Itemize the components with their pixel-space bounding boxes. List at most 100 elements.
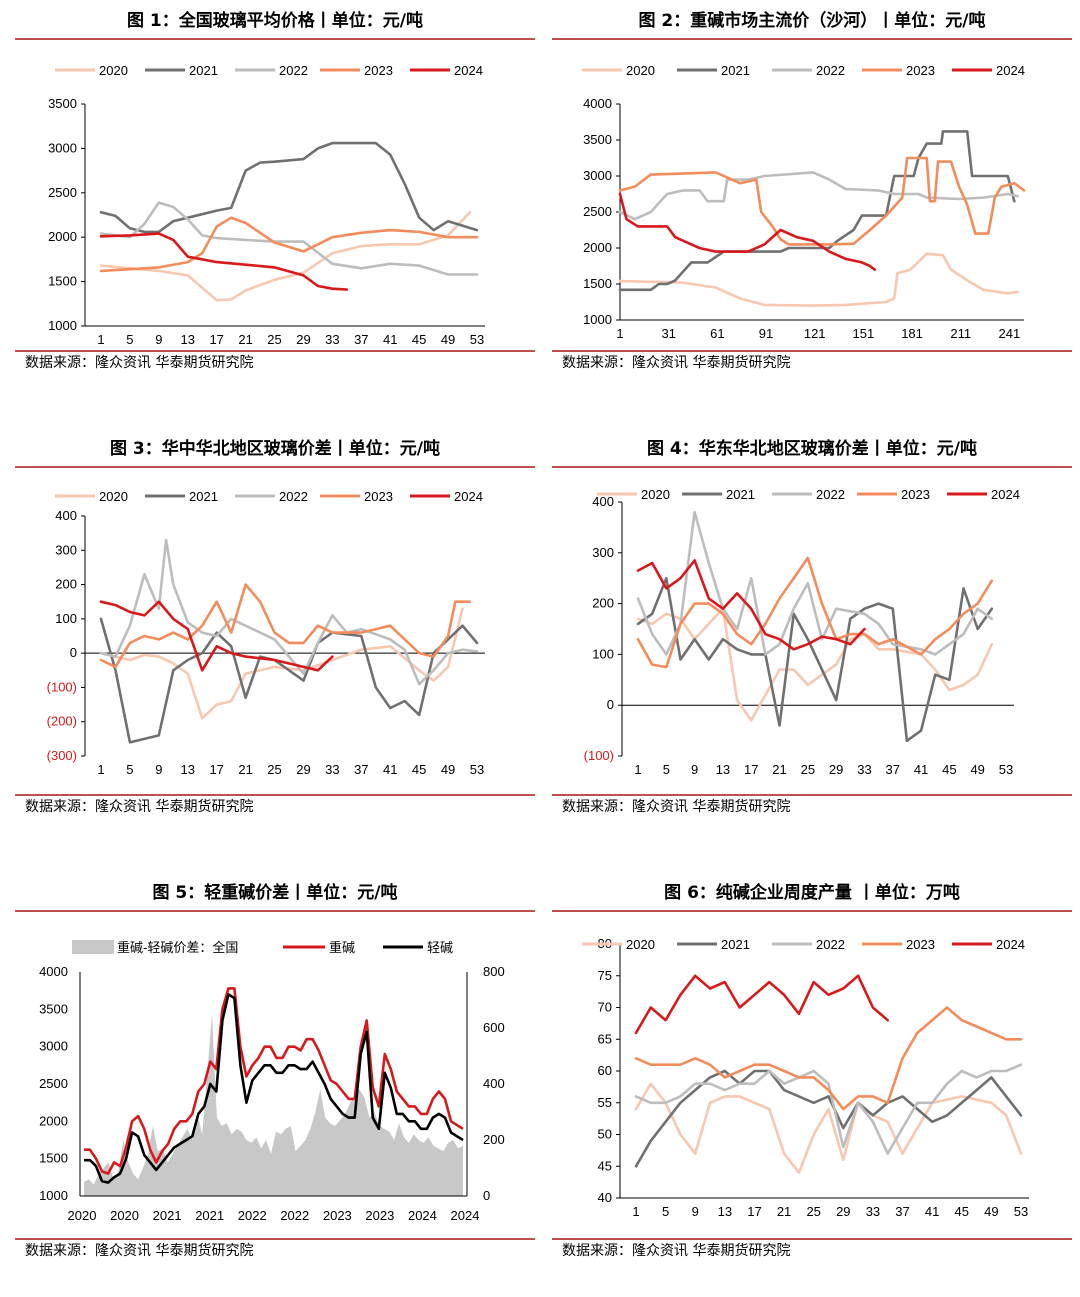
legend-label-light: 轻碱	[427, 940, 453, 955]
x-tick-label: 29	[296, 332, 310, 347]
x-tick-label: 25	[806, 1204, 820, 1219]
y-tick-label: 3500	[583, 132, 612, 147]
chart-3-svg: 400 300 200 100 0 (100) (200) (300) 1 5 9 13 17 21 25 2…	[47, 489, 485, 777]
source-note: 数据来源：隆众资讯 华泰期货研究院	[562, 1243, 791, 1259]
legend-label-2020: 2020	[99, 63, 128, 78]
chart-title: 图 3：华中华北地区玻璃价差丨单位：元/吨	[110, 439, 440, 459]
y-tick-label: 2500	[39, 1076, 68, 1091]
legend-label-2023: 2023	[906, 937, 935, 952]
series-line-2020	[99, 211, 472, 302]
y-tick-label: 3500	[39, 1001, 68, 1016]
x-tick-label: 33	[325, 762, 339, 777]
x-tick-label: 1	[634, 762, 641, 777]
y-tick-label: 2000	[39, 1113, 68, 1128]
x-tick-label: 49	[441, 332, 455, 347]
source-rule	[15, 794, 535, 796]
series-line-2021	[618, 130, 1016, 292]
x-tick-label: 49	[984, 1204, 998, 1219]
x-tick-label: 211	[950, 326, 971, 341]
x-tick-label: 45	[942, 762, 956, 777]
y-tick-label: 1500	[48, 274, 77, 289]
x-tick-label: 41	[925, 1204, 939, 1219]
x-tick-label: 29	[836, 1204, 850, 1219]
chart-title: 图 4：华东华北地区玻璃价差丨单位：元/吨	[647, 439, 977, 459]
series-line-2023	[99, 583, 472, 669]
chart-title: 图 2：重碱市场主流价（沙河）丨单位：元/吨	[638, 11, 986, 31]
x-tick-label: 37	[354, 332, 368, 347]
y-tick-label: 2000	[48, 229, 77, 244]
legend-label-2020: 2020	[641, 487, 670, 502]
series-line-2020	[99, 607, 464, 720]
y-tick-label: 70	[598, 1000, 612, 1015]
legend-label-2020: 2020	[626, 937, 655, 952]
x-tick-label: 13	[181, 332, 195, 347]
title-rule	[15, 466, 535, 468]
chart-2-svg: 4000 3500 3000 2500 2000 1500 1000 1 31 61 91 121 15…	[582, 63, 1026, 341]
y-tick-label: 400	[592, 494, 614, 509]
x-tick-label: 53	[470, 762, 484, 777]
legend-label-heavy: 重碱	[329, 940, 355, 955]
series-line-2022	[618, 171, 1019, 221]
series-line-light	[84, 993, 464, 1184]
legend-label-2020: 2020	[626, 63, 655, 78]
x-tick-label: 2022	[280, 1208, 309, 1223]
x-tick-label: 17	[209, 762, 223, 777]
y-tick-label: 65	[598, 1031, 612, 1046]
source-note: 数据来源：隆众资讯 华泰期货研究院	[25, 1243, 254, 1259]
x-tick-label: 33	[857, 762, 871, 777]
y-tick-label: 300	[55, 542, 77, 557]
legend-label-2022: 2022	[816, 63, 845, 78]
x-tick-label: 2024	[408, 1208, 437, 1223]
series-line-2023	[636, 556, 994, 669]
source-rule	[552, 350, 1072, 352]
y-tick-label: 1500	[39, 1151, 68, 1166]
x-tick-label: 13	[718, 1204, 732, 1219]
y-tick-label: 2000	[583, 240, 612, 255]
x-tick-label: 91	[759, 326, 773, 341]
y2-tick-label: 600	[483, 1020, 505, 1035]
y-tick-label: 1000	[583, 312, 612, 327]
source-rule	[552, 1238, 1072, 1240]
y-tick-label: 200	[55, 577, 77, 592]
source-note: 数据来源：隆众资讯 华泰期货研究院	[562, 355, 791, 371]
series-line-2020	[618, 252, 1019, 307]
legend-label-2022: 2022	[279, 63, 308, 78]
y-tick-label: 2500	[48, 185, 77, 200]
y-tick-label: 1500	[583, 276, 612, 291]
x-tick-label: 41	[383, 762, 397, 777]
series-line-2023	[634, 1006, 1023, 1111]
y-tick-label: 3500	[48, 96, 77, 111]
x-tick-label: 2022	[238, 1208, 267, 1223]
x-tick-label: 21	[772, 762, 786, 777]
x-tick-label: 25	[267, 332, 281, 347]
y-tick-label: 3000	[583, 168, 612, 183]
series-line-2024	[99, 600, 334, 672]
x-tick-label: 21	[238, 332, 252, 347]
x-tick-label: 2021	[195, 1208, 224, 1223]
series-line-2022	[634, 1063, 1023, 1155]
x-tick-label: 121	[804, 326, 826, 341]
series-line-2021	[99, 141, 479, 234]
chart-title: 图 6：纯碱企业周度产量 丨单位：万吨	[664, 883, 960, 903]
series-line-2024	[636, 559, 866, 651]
source-rule	[552, 794, 1072, 796]
legend-label-2022: 2022	[816, 487, 845, 502]
series-line-2020	[636, 607, 994, 722]
x-tick-label: 21	[777, 1204, 791, 1219]
y-tick-label: (100)	[584, 748, 614, 763]
y2-tick-label: 800	[483, 964, 505, 979]
title-rule	[552, 466, 1072, 468]
y-tick-label: (200)	[47, 714, 77, 729]
y-tick-label: 200	[592, 596, 614, 611]
x-tick-label: 2023	[365, 1208, 394, 1223]
series-line-2024	[634, 974, 889, 1035]
legend-swatch-spread	[72, 940, 114, 954]
x-tick-label: 29	[296, 762, 310, 777]
x-tick-label: 45	[412, 332, 426, 347]
series-line-2024	[618, 192, 876, 271]
x-tick-label: 41	[383, 332, 397, 347]
chart-1-svg: 3500 3000 2500 2000 1500 1000 1 5 9 13 17 21 25 29 33 3…	[48, 63, 485, 347]
source-note: 数据来源：隆众资讯 华泰期货研究院	[25, 799, 254, 815]
x-tick-label: 37	[886, 762, 900, 777]
series-line-2020	[634, 1082, 1023, 1174]
